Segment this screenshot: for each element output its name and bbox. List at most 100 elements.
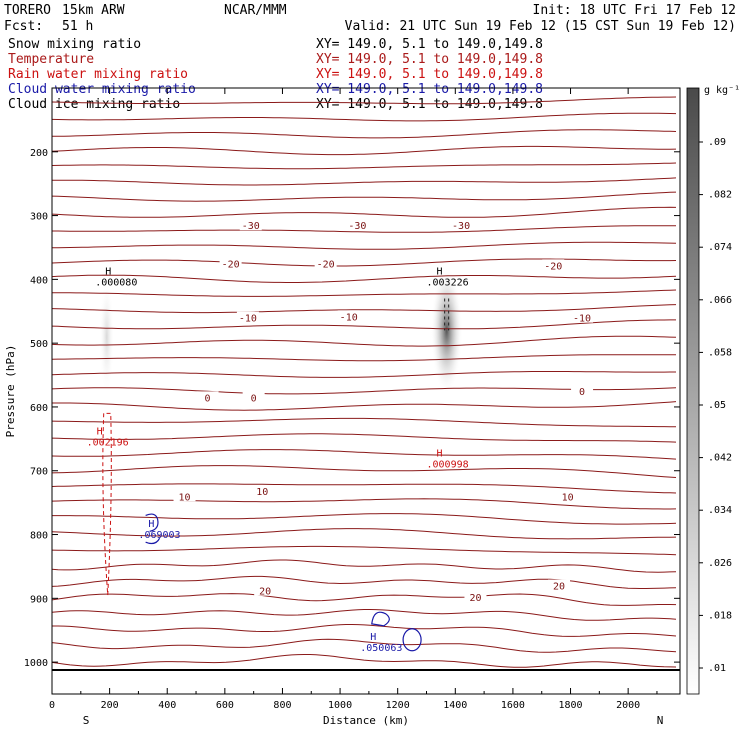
isotherm [52, 624, 677, 637]
label-knockout [239, 219, 262, 231]
label-knockout [254, 584, 277, 596]
y-tick-label: 200 [30, 148, 48, 159]
y-tick-label: 400 [30, 275, 48, 286]
isotherm-label: -10 [239, 314, 257, 325]
colorbar-tick-label: .034 [708, 505, 732, 516]
label-knockout [236, 311, 259, 323]
field-xy: XY= 149.0, 5.1 to 149.0,149.8 [316, 97, 543, 112]
colorbar-tick-label: .026 [708, 558, 732, 569]
isotherm [52, 449, 677, 460]
isotherm-label: 10 [562, 492, 574, 503]
field-xy: XY= 149.0, 5.1 to 149.0,149.8 [316, 52, 543, 67]
cloud-water-contours [145, 513, 422, 652]
colorbar-tick-label: .05 [708, 400, 726, 411]
x-tick-label: 1400 [443, 700, 467, 711]
isotherm-label: 10 [178, 492, 190, 503]
forecast-label: Fcst: [4, 19, 43, 34]
x-tick-label: 600 [216, 700, 234, 711]
isotherm [52, 177, 677, 186]
cloud-contour [402, 628, 422, 652]
north-label: N [657, 714, 664, 727]
label-knockout [337, 310, 360, 322]
isotherm-label: -20 [222, 259, 240, 270]
isotherm [52, 609, 677, 621]
isotherm [52, 654, 677, 668]
extremum-value: .000080 [95, 277, 137, 288]
cloud-contour [371, 611, 390, 627]
south-label: S [83, 714, 90, 727]
temperature-contours [52, 96, 677, 668]
extremum-value: .002196 [87, 437, 129, 448]
isotherm-label: 0 [251, 393, 257, 404]
isotherm [52, 498, 677, 510]
isotherm [52, 559, 677, 573]
field-name: Temperature [8, 52, 94, 67]
colorbar-tick-label: .01 [708, 663, 726, 674]
x-tick-label: 1200 [386, 700, 410, 711]
field-name: Snow mixing ratio [8, 37, 141, 52]
isotherm [52, 191, 677, 202]
label-knockout [571, 385, 594, 396]
isotherm [52, 162, 677, 170]
y-tick-label: 600 [30, 403, 48, 414]
x-axis: 0 200 400 600 800 1000 1200 1400 1600 1800 2000 [49, 88, 658, 711]
isotherm-label: -30 [348, 221, 366, 232]
extremum-value: .069003 [138, 530, 180, 541]
field-legend: Snow mixing ratio XY= 149.0, 5.1 to 149.0… [8, 37, 543, 112]
field-name: Cloud ice mixing ratio [8, 97, 180, 112]
extremum-letter: H [436, 449, 442, 460]
isotherm-label: -20 [317, 259, 335, 270]
colorbar-tick-label: .066 [708, 295, 732, 306]
extremum-letter: H [105, 266, 111, 277]
y-tick-label: 800 [30, 531, 48, 542]
colorbar-tick-label: .074 [708, 242, 732, 253]
y-tick-label: 1000 [24, 658, 48, 669]
label-knockout [542, 259, 565, 271]
snow-plume [99, 279, 115, 395]
isotherm [52, 258, 677, 267]
model-name: TORERO [4, 3, 51, 18]
isotherm [52, 465, 677, 478]
x-tick-label: 1800 [558, 700, 582, 711]
isotherm [52, 545, 677, 556]
isotherm-label: -30 [452, 221, 470, 232]
isotherm [52, 638, 677, 653]
isotherm [52, 575, 677, 589]
colorbar-tick-label: .042 [708, 453, 732, 464]
label-knockout [173, 490, 196, 502]
label-knockout [450, 219, 473, 231]
extremum-letter: H [148, 519, 154, 530]
extrema-labels: H.000080H.003226H.002196H.000998H.069003… [87, 266, 469, 654]
x-tick-label: 0 [49, 700, 55, 711]
y-axis-label: Pressure (hPa) [4, 345, 17, 438]
organization: NCAR/MMM [224, 3, 287, 18]
isotherm [52, 96, 677, 105]
isotherm [52, 112, 677, 122]
isotherm [52, 304, 677, 314]
colorbar-tick-label: .018 [708, 610, 732, 621]
rain-contour [102, 412, 112, 596]
label-knockout [242, 391, 265, 403]
isotherm [52, 225, 676, 233]
label-knockout [548, 579, 571, 591]
isotherm-label: 20 [259, 587, 271, 598]
isotherm-label: 0 [205, 393, 211, 404]
label-knockout [464, 591, 487, 603]
valid-time: Valid: 21 UTC Sun 19 Feb 12 (15 CST Sun … [345, 19, 736, 34]
temperature-labels: -30 -30 -30 -20 -20 -20 -10 -10 -10 0 0 0 10 10 10 20 20… [173, 219, 594, 604]
isotherm [52, 335, 677, 347]
x-tick-label: 400 [158, 700, 176, 711]
isotherm [52, 319, 676, 330]
isotherm-label: -30 [242, 221, 260, 232]
extremum-value: .050063 [360, 643, 402, 654]
extremum-value: .003226 [426, 277, 468, 288]
isotherm-label: 10 [256, 487, 268, 498]
label-knockout [314, 257, 337, 269]
field-name: Cloud water mixing ratio [8, 82, 196, 97]
field-xy: XY= 149.0, 5.1 to 149.0,149.8 [316, 82, 543, 97]
isotherm [52, 145, 677, 156]
isotherm-label: -10 [573, 314, 591, 325]
ice-contour [444, 298, 450, 331]
